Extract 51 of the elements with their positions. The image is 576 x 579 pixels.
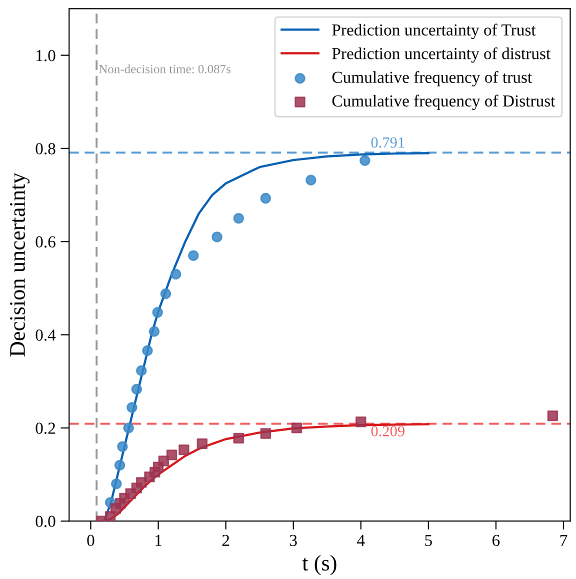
point [233, 432, 244, 444]
point [170, 268, 182, 280]
y-tick-label: 1.0 [36, 50, 56, 62]
point [136, 477, 147, 488]
y-tick-label: 0.2 [36, 422, 56, 434]
ref-line-label: 0.209 [371, 426, 404, 436]
x-axis-title: t (s) [302, 554, 336, 576]
legend-label: Prediction uncertainty of Trust [332, 24, 536, 40]
x-tick-label: 1 [156, 534, 162, 546]
point [356, 416, 366, 428]
point [152, 307, 163, 318]
legend-label: Prediction uncertainty of distrust [332, 47, 551, 63]
point [131, 384, 142, 395]
point [260, 192, 272, 204]
point [123, 422, 134, 434]
point [111, 478, 122, 490]
y-tick-label: 0.6 [36, 236, 56, 248]
point [547, 410, 558, 422]
point [178, 444, 190, 456]
point [158, 456, 170, 466]
x-tick-label: 6 [492, 534, 500, 546]
point [160, 288, 172, 300]
legend-label: Cumulative frequency of trust [332, 71, 532, 86]
y-tick-label: 0.4 [36, 329, 56, 341]
x-tick-label: 7 [560, 534, 568, 546]
x-tick-label: 2 [222, 534, 230, 546]
point [114, 460, 126, 471]
point [166, 450, 178, 460]
point [360, 155, 370, 166]
point [196, 438, 208, 450]
x-tick-label: 5 [425, 534, 432, 546]
x-tick-label: 4 [357, 534, 365, 546]
point [306, 174, 316, 186]
legend-label: Cumulative frequency of Distrust [332, 94, 556, 110]
x-tick-label: 3 [290, 534, 297, 546]
x-tick-label: 0 [87, 534, 94, 546]
point [117, 441, 128, 452]
ref-line-label: 0.791 [371, 137, 404, 148]
point [126, 402, 138, 413]
ref-line-label: Non-decision time: 0.087s [98, 64, 230, 74]
y-axis-title: Decision uncertainty [10, 172, 30, 357]
point [136, 365, 147, 376]
point [142, 345, 153, 356]
y-tick-label: 0.8 [36, 143, 56, 154]
point [212, 232, 222, 242]
y-tick-label: 0.0 [36, 516, 56, 528]
point [260, 428, 272, 439]
point [291, 422, 302, 434]
point [148, 326, 160, 337]
point [188, 250, 199, 261]
point [233, 212, 244, 224]
